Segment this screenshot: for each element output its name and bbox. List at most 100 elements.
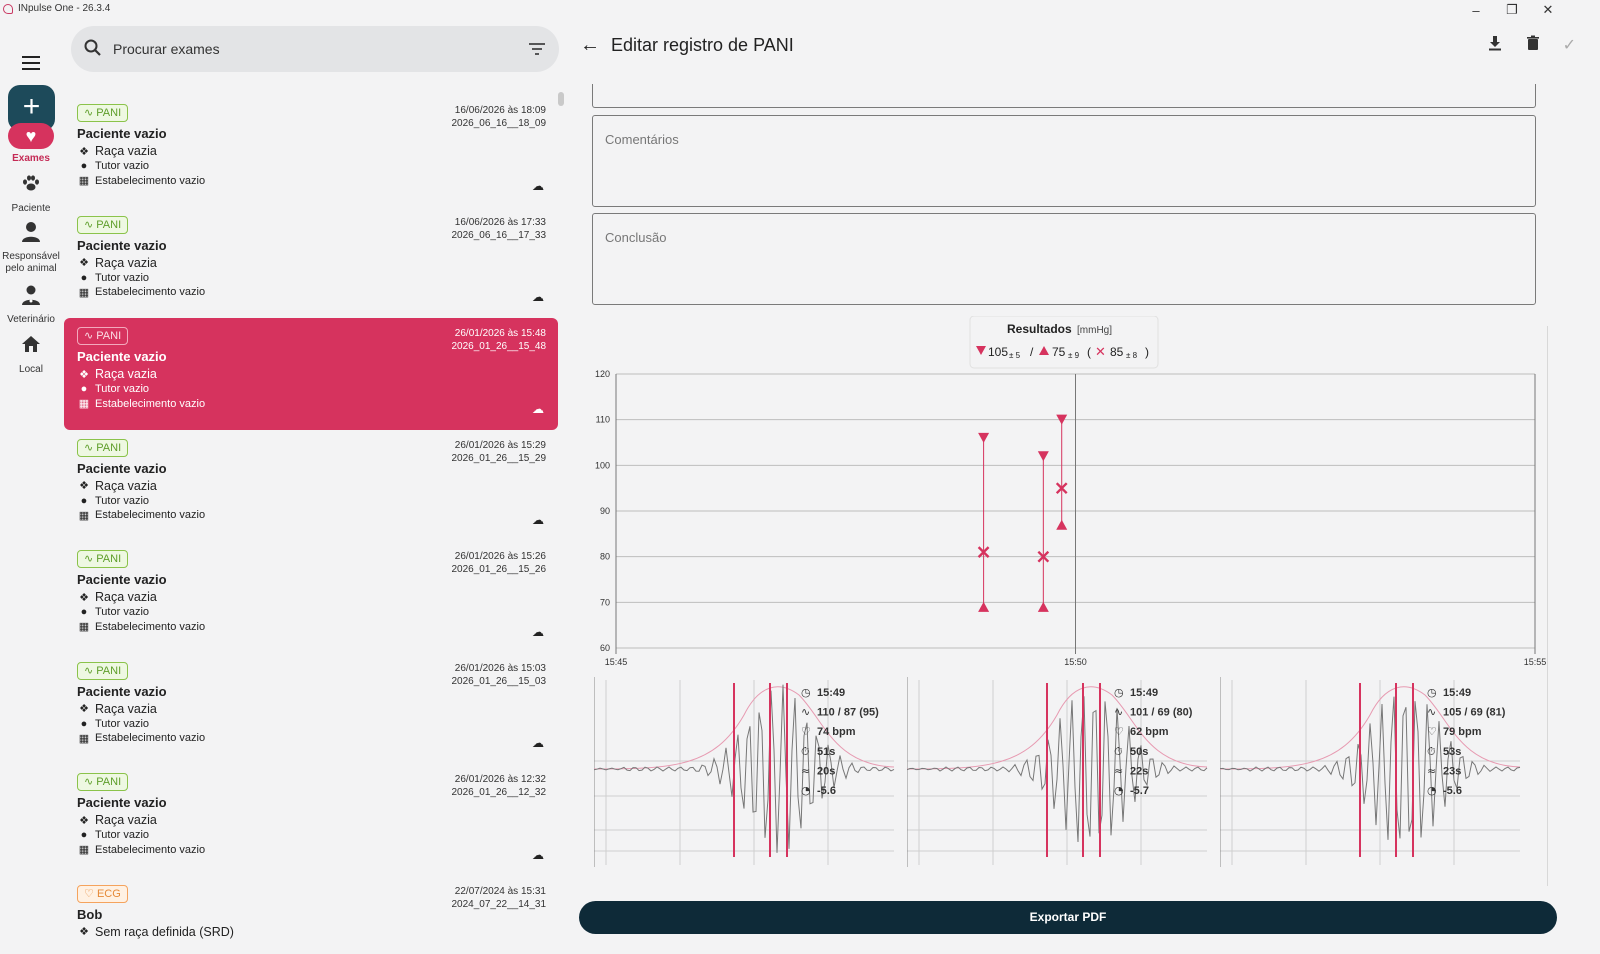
exam-code: 2024_07_22__14_31	[451, 898, 546, 910]
mean-point	[977, 546, 990, 558]
measurement-duration: 53s	[1443, 746, 1461, 758]
gauge-icon: ◔	[1427, 784, 1437, 797]
exam-type-badge: ∿ PANI	[77, 550, 129, 568]
y-tick-label: 120	[595, 369, 610, 379]
conclusion-field[interactable]: Conclusão	[592, 213, 1536, 305]
person-icon: ●	[80, 829, 88, 841]
menu-icon[interactable]	[22, 56, 40, 74]
pulse-icon: ∿	[1427, 706, 1436, 719]
title-bar: INpulse One - 26.3.4 – ❐ ✕	[0, 0, 1600, 20]
breed-line: ❖ Raça vazia	[77, 590, 545, 604]
exam-date: 26/01/2026 às 15:03 2026_01_26__15_03	[451, 662, 546, 688]
tutor-label: Tutor vazio	[95, 383, 150, 395]
exam-type-badge: ∿ PANI	[77, 215, 129, 234]
exam-code: 2026_06_16__18_09	[451, 118, 546, 129]
pulse-icon: ∿	[801, 706, 810, 719]
previous-field[interactable]	[592, 84, 1536, 108]
x-tick-label: 15:45	[605, 657, 628, 667]
results-systolic: 105	[988, 345, 1008, 359]
download-icon[interactable]	[1487, 35, 1503, 56]
y-tick-label: 110	[596, 415, 610, 425]
results-title: Resultados	[1007, 322, 1072, 336]
rail-item-paciente[interactable]: Paciente	[0, 173, 62, 215]
place-label: Estabelecimento vazio	[95, 286, 206, 298]
results-systolic-sd: ± 5	[1009, 351, 1021, 360]
tutor-label: Tutor vazio	[95, 606, 150, 618]
close-button[interactable]: ✕	[1542, 2, 1554, 17]
exam-code: 2026_01_26__12_32	[451, 787, 546, 798]
person-icon: ●	[80, 717, 88, 730]
exam-datetime: 26/01/2026 às 15:26	[454, 551, 546, 562]
y-tick-label: 60	[600, 643, 610, 653]
exam-type-label: PANI	[96, 776, 122, 788]
results-legend-box	[969, 316, 1159, 369]
gauge-icon: ◔	[801, 784, 811, 797]
search-icon	[83, 38, 103, 63]
chart-plot: 60 70 80 90 100 110 120 15:45 15:50 15:55	[595, 369, 1546, 667]
cloud-sync-icon: ☁	[532, 847, 544, 862]
breed-line: ❖ Raça vazia	[77, 144, 545, 158]
exam-card[interactable]: ∿ PANI 26/01/2026 às 15:29 2026_01_26__15_…	[64, 430, 558, 542]
patient-name: Bob	[77, 906, 103, 922]
page-title: Editar registro de PANI	[611, 35, 794, 55]
place-label: Estabelecimento vazio	[95, 174, 206, 187]
restore-button[interactable]: ❐	[1506, 2, 1518, 17]
systolic-point	[978, 432, 990, 443]
rail-item-label: Paciente	[11, 203, 51, 214]
paw-icon: ❖	[79, 480, 89, 492]
tutor-line: ● Tutor vazio	[77, 495, 545, 507]
heart-outline-icon: ♡	[1114, 725, 1124, 738]
heart-outline-icon: ♡	[1427, 725, 1437, 738]
rail-item-responsavel[interactable]: Responsável pelo animal	[0, 221, 62, 275]
breed-label: Raça vazia	[95, 590, 157, 604]
measurement-duration: 50s	[1130, 746, 1148, 758]
exam-card[interactable]: ∿ PANI 26/01/2026 às 15:03 2026_01_26__15_…	[64, 653, 558, 765]
measurement-wave: 22s	[1130, 765, 1148, 777]
minimize-button[interactable]: –	[1472, 2, 1480, 18]
confirm-check-icon[interactable]: ✓	[1562, 37, 1576, 54]
measurement-time: 15:49	[1443, 687, 1471, 699]
pulse-icon: ∿	[84, 218, 94, 231]
exam-card[interactable]: ∿ PANI 16/06/2026 às 18:09 2026_06_16__18_…	[64, 95, 558, 207]
measurement-card[interactable]: ◷ 15:49 ∿ 101 / 69 (80) ♡ 62 bpm ⏱ 50s ≈ 22s ◔ -5.7	[907, 675, 1212, 867]
exam-code: 2026_01_26__15_48	[451, 341, 546, 352]
list-scrollbar[interactable]	[558, 92, 564, 106]
exam-card[interactable]: ∿ PANI 26/01/2026 às 12:32 2026_01_26__12_…	[64, 764, 558, 876]
person-icon: ●	[80, 494, 88, 507]
measurement-card[interactable]: ◷ 15:49 ∿ 105 / 69 (81) ♡ 79 bpm ⏱ 53s ≈ 23s ◔ -5.6	[1220, 675, 1525, 867]
diastolic-point	[978, 601, 990, 612]
tutor-label: Tutor vazio	[95, 271, 150, 284]
exam-card[interactable]: ∿ PANI 26/01/2026 às 15:26 2026_01_26__15_…	[64, 541, 558, 653]
x-tick-label: 15:55	[1524, 657, 1547, 667]
exam-card[interactable]: ∿ PANI 26/01/2026 às 15:48 2026_01_26__15_…	[64, 318, 558, 430]
measurement-card[interactable]: ◷ 15:49 ∿ 110 / 87 (95) ♡ 74 bpm ⏱ 51s ≈ 20s ◔ -5.6	[594, 675, 899, 867]
building-icon: ▦	[78, 732, 90, 745]
back-arrow-icon[interactable]: ←	[580, 34, 600, 56]
exam-type-badge: ∿ PANI	[77, 104, 129, 122]
delete-icon[interactable]	[1525, 35, 1541, 56]
measurement-time: 15:49	[1130, 687, 1158, 699]
filter-icon[interactable]	[529, 42, 545, 60]
patient-name: Paciente vazio	[77, 795, 167, 810]
rail-item-exames[interactable]: ♥ Exames	[0, 123, 62, 165]
paw-icon: ❖	[79, 814, 89, 827]
place-line: ▦ Estabelecimento vazio	[77, 620, 545, 634]
rail-item-local[interactable]: Local	[0, 334, 62, 376]
cloud-sync-icon: ☁	[532, 178, 544, 193]
rail-item-veterinario[interactable]: Veterinário	[0, 284, 62, 326]
vet-icon	[8, 284, 54, 310]
exam-card[interactable]: ♡ ECG 22/07/2024 às 15:31 2024_07_22__14_3…	[64, 876, 558, 954]
pulse-icon: ♡	[84, 887, 94, 900]
results-unit: [mmHg]	[1077, 325, 1112, 336]
exam-code: 2026_01_26__15_29	[451, 452, 546, 464]
wave-icon: ≈	[1427, 764, 1436, 777]
editor-scrollbar[interactable]	[1547, 326, 1557, 886]
pulse-icon: ∿	[84, 553, 94, 565]
tutor-line: ● Tutor vazio	[77, 829, 545, 841]
exam-card[interactable]: ∿ PANI 16/06/2026 às 17:33 2026_06_16__17_…	[64, 207, 558, 319]
comments-field[interactable]: Comentários	[592, 115, 1536, 207]
export-pdf-button[interactable]: Exportar PDF	[579, 901, 1557, 934]
breed-line: ❖ Raça vazia	[77, 479, 545, 493]
search-input[interactable]	[113, 38, 513, 60]
exam-datetime: 16/06/2026 às 17:33	[454, 216, 546, 228]
